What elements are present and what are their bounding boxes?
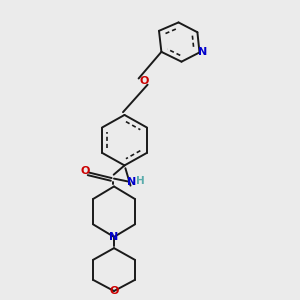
Text: O: O — [139, 76, 149, 86]
Text: O: O — [109, 286, 119, 296]
Text: N: N — [198, 47, 207, 57]
Text: N: N — [110, 232, 118, 242]
Text: N: N — [128, 177, 136, 187]
Text: H: H — [136, 176, 145, 186]
Text: O: O — [80, 166, 90, 176]
